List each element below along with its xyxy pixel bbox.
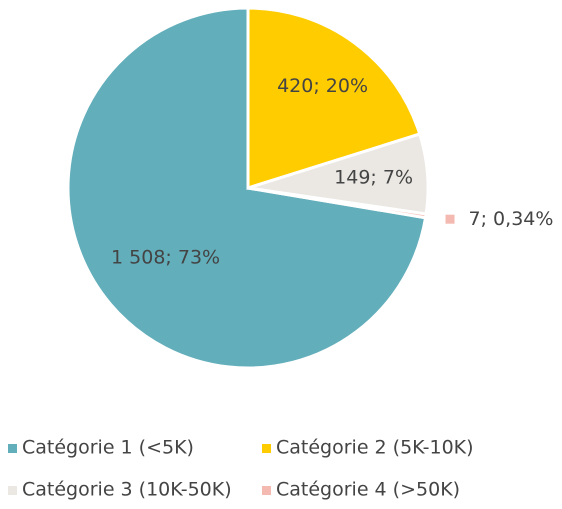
data-label: 149; 7% [334,166,413,188]
legend-swatch [262,486,271,495]
legend-label: Catégorie 2 (5K-10K) [276,437,474,459]
legend-label: Catégorie 4 (>50K) [276,479,460,501]
label-marker [445,214,455,224]
data-label: 7; 0,34% [469,208,554,230]
legend-swatch [262,444,271,453]
legend-label: Catégorie 3 (10K-50K) [22,479,232,501]
legend-swatch [8,486,17,495]
legend-label: Catégorie 1 (<5K) [22,437,194,459]
pie-slice [247,186,428,220]
data-label: 420; 20% [277,75,368,97]
data-label: 1 508; 73% [111,246,220,268]
legend-swatch [8,444,17,453]
pie-slice [246,6,422,191]
